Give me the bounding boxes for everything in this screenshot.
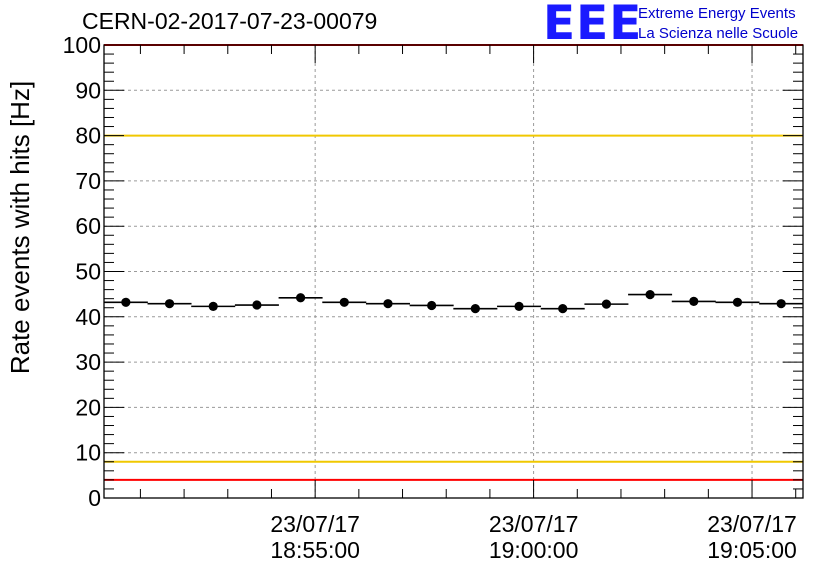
data-point [295, 293, 306, 303]
x-tick-date-label: 23/07/17 [707, 511, 797, 537]
y-tick-label: 80 [75, 123, 101, 149]
data-point [339, 297, 349, 307]
data-point [252, 300, 262, 310]
data-point [776, 299, 786, 309]
data-point [732, 297, 743, 307]
data-point [514, 301, 524, 311]
y-tick-label: 20 [75, 394, 101, 420]
y-tick-label: 60 [75, 213, 101, 239]
logo-line-2: La Scienza nelle Scuole [638, 25, 799, 42]
y-tick-label: 50 [75, 259, 101, 285]
data-point [164, 299, 175, 309]
data-point [558, 304, 568, 314]
data-point [470, 304, 480, 314]
y-tick-label: 0 [88, 485, 101, 511]
x-tick-date-label: 23/07/17 [270, 511, 360, 537]
y-tick-label: 100 [63, 32, 101, 58]
x-tick-time-label: 19:05:00 [707, 537, 797, 563]
data-point [427, 300, 437, 311]
y-tick-label: 40 [75, 304, 101, 330]
y-tick-label: 30 [75, 349, 101, 375]
y-tick-label: 90 [75, 77, 101, 103]
data-point [601, 299, 612, 309]
x-tick-time-label: 19:00:00 [489, 537, 579, 563]
eee-logo-mark: EEE [543, 0, 643, 51]
run-title: CERN-02-2017-07-23-00079 [82, 8, 378, 34]
x-tick-date-label: 23/07/17 [489, 511, 579, 537]
data-point [208, 301, 218, 311]
data-point [121, 297, 131, 307]
logo-line-1: Extreme Energy Events [638, 5, 796, 22]
y-tick-label: 10 [75, 440, 101, 466]
eee-logo: EEE Extreme Energy Events La Scienza nel… [543, 0, 833, 51]
x-tick-time-label: 18:55:00 [270, 537, 360, 563]
data-point [689, 296, 699, 306]
data-point [645, 290, 655, 300]
y-tick-label: 70 [75, 168, 101, 194]
data-point [383, 299, 393, 309]
y-axis-label: Rate events with hits [Hz] [5, 81, 35, 374]
